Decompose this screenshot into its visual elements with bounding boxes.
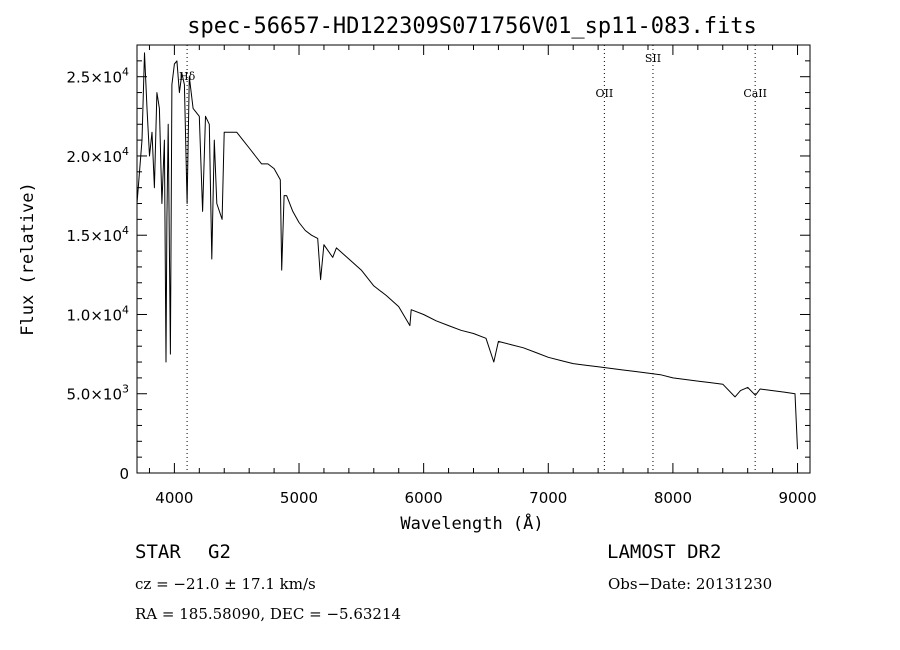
y-tick-label-4: 2.0×104 [66,145,129,166]
object-subclass: G2 [208,541,231,563]
y-axis-label: Flux (relative) [18,182,38,336]
x-tick-label-4: 8000 [654,489,692,507]
survey-name: LAMOST DR2 [607,541,722,563]
plot-frame [136,44,811,474]
object-class: STAR [135,541,181,563]
observation-date: Obs−Date: 20131230 [608,575,773,593]
y-tick-label-5: 2.5×104 [66,66,129,87]
y-tick-label-2: 1.0×104 [66,303,129,324]
spectral-line-label-3: CaII [743,87,767,100]
x-tick-label-3: 7000 [529,489,567,507]
y-tick-label-0: 0 [119,465,129,483]
spectrum-line-0 [136,52,798,450]
spectral-line-label-2: SII [645,52,661,65]
spectrum-series [136,52,798,450]
x-tick-label-1: 5000 [280,489,318,507]
x-tick-label-0: 4000 [155,489,193,507]
x-tick-label-2: 6000 [405,489,443,507]
y-axis-ticks: 0 5.0×103 1.0×104 1.5×104 2.0×104 2.5×104 [66,44,810,483]
coordinates: RA = 185.58090, DEC = −5.63214 [135,605,402,623]
x-axis-ticks: 4000 5000 6000 7000 8000 9000 [148,45,817,507]
x-tick-label-5: 9000 [778,489,816,507]
chart-title: spec-56657-HD122309S071756V01_sp11-083.f… [187,14,757,39]
x-axis-label: Wavelength (Å) [400,512,543,534]
spectral-line-label-1: OII [596,87,614,100]
y-tick-label-1: 5.0×103 [66,383,129,404]
redshift-velocity: cz = −21.0 ± 17.1 km/s [135,575,316,593]
y-tick-label-3: 1.5×104 [66,224,129,245]
